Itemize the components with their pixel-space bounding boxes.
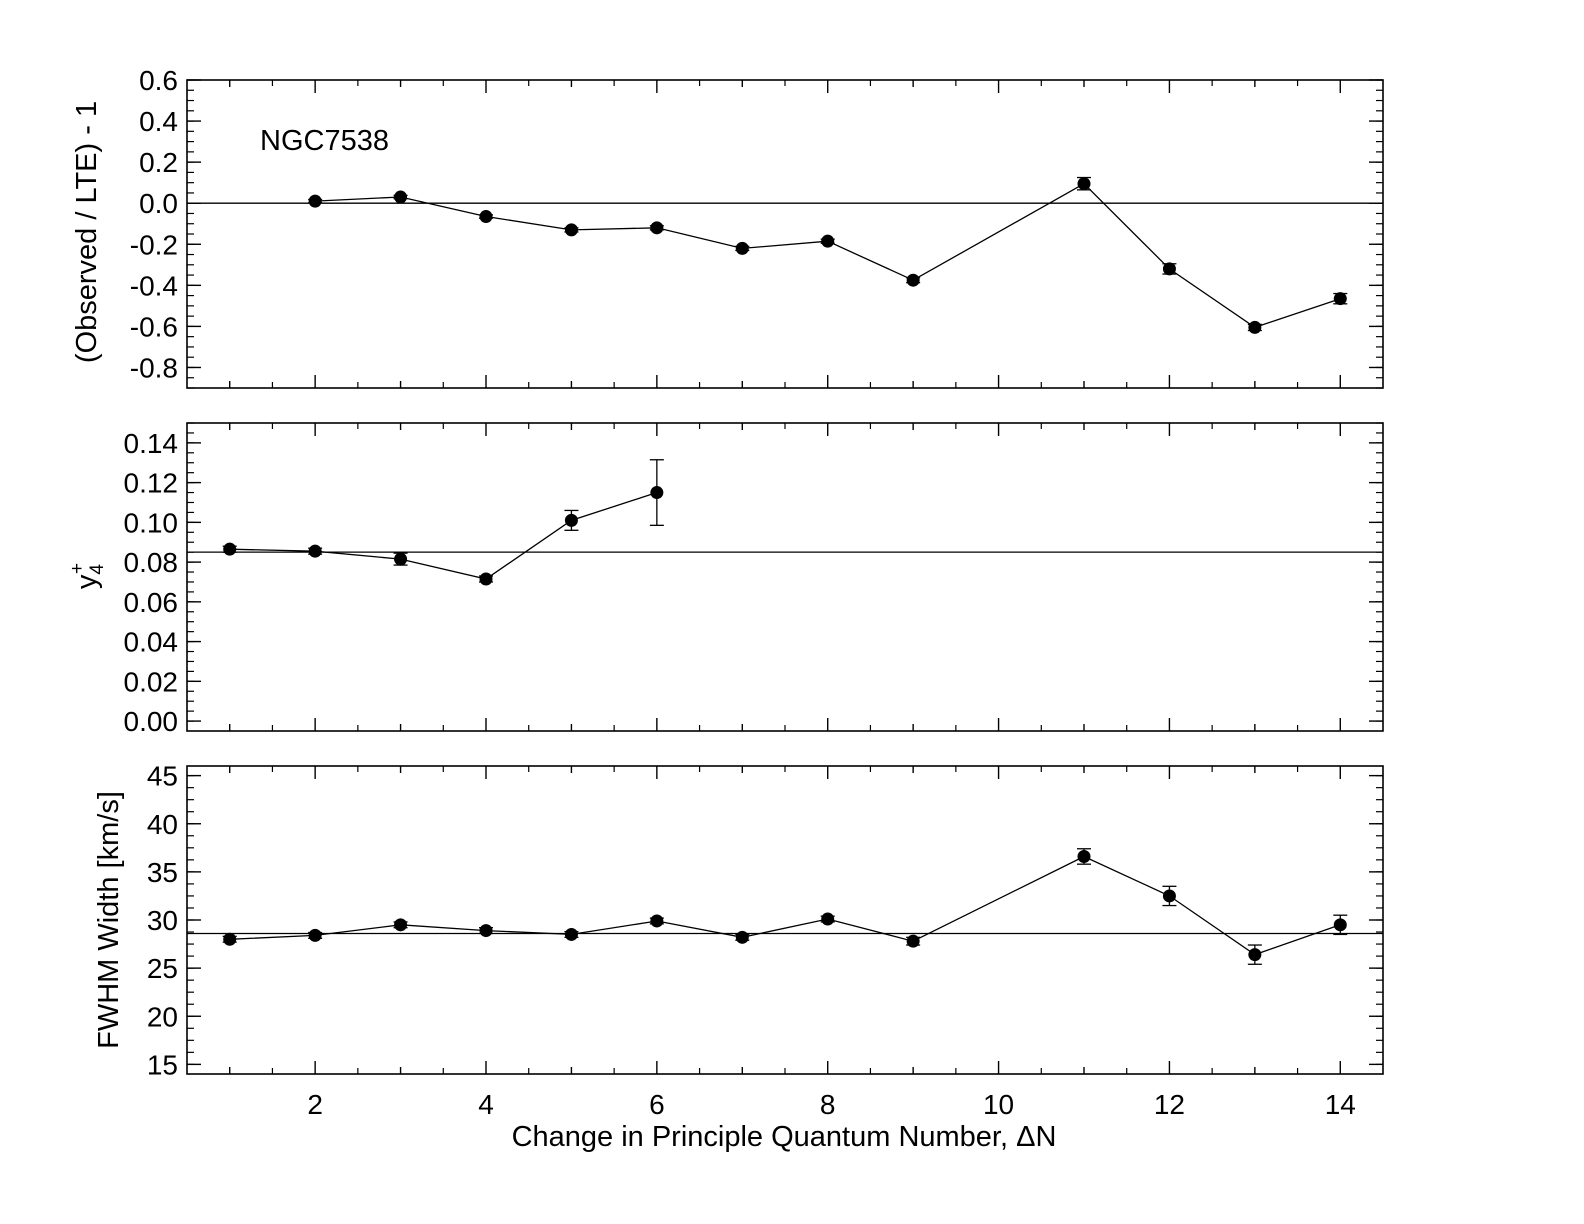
data-point (223, 932, 237, 946)
y-tick-label: 0.04 (124, 627, 179, 658)
panel-observed-lte: 0.6 0.4 0.2 0.0 -0.2 -0.4 -0.6 -0.8 (130, 65, 1384, 389)
y-tick-label: 0.12 (124, 468, 179, 499)
x-tick-label: 6 (649, 1089, 665, 1120)
y-tick-label: 25 (147, 953, 178, 984)
x-tick-label: 2 (307, 1089, 323, 1120)
data-point (1162, 889, 1176, 903)
data-point (735, 930, 749, 944)
x-tick-label: 12 (1154, 1089, 1185, 1120)
y-tick-label: 0.06 (124, 587, 179, 618)
panel-annotation: NGC7538 (260, 125, 389, 157)
plot-frame (186, 422, 1384, 732)
ylabel-middle: y4+ (67, 563, 108, 589)
data-point (821, 912, 835, 926)
data-point (479, 572, 493, 586)
data-point (223, 542, 237, 556)
x-tick-label: 8 (820, 1089, 836, 1120)
y-tick-label: 0.2 (139, 147, 178, 178)
series-line (315, 182, 1341, 329)
data-point (650, 221, 664, 235)
data-point (308, 928, 322, 942)
ylabel-top: (Observed / LTE) - 1 (71, 101, 103, 363)
y-tick-label: 0.00 (124, 706, 179, 737)
x-tick-label: 14 (1325, 1089, 1356, 1120)
data-point (1077, 177, 1091, 191)
ylabel-middle-base: y (71, 574, 103, 589)
y-tick-label: 20 (147, 1001, 178, 1032)
y-tick-label: 45 (147, 761, 178, 792)
data-point (394, 552, 408, 566)
data-point (650, 486, 664, 500)
y-tick-label: 0.6 (139, 65, 178, 96)
y-tick-label: 0.4 (139, 106, 178, 137)
ylabel-middle-text: y4+ (67, 563, 108, 589)
data-point (906, 273, 920, 287)
x-tick-label: 4 (478, 1089, 494, 1120)
data-point (1248, 948, 1262, 962)
data-point (479, 924, 493, 938)
data-point (1333, 918, 1347, 932)
x-axis-label: Change in Principle Quantum Number, ΔN (512, 1121, 1057, 1153)
y-tick-label: 35 (147, 857, 178, 888)
panel-y4plus: 0.14 0.12 0.10 0.08 0.06 0.04 0.02 0.00 (124, 422, 1384, 737)
series-line (229, 491, 658, 580)
data-point (1333, 292, 1347, 306)
y-tick-label: -0.2 (130, 229, 178, 260)
data-point (564, 927, 578, 941)
y-tick-label: 0.14 (124, 428, 179, 459)
y-tick-label: 0.02 (124, 666, 179, 697)
data-point (394, 918, 408, 932)
data-point (308, 194, 322, 208)
y-tick-label: 0.08 (124, 547, 179, 578)
ylabel-middle-sub: 4 (87, 564, 108, 575)
y-tick-label: -0.6 (130, 311, 178, 342)
x-tick-label: 10 (983, 1089, 1014, 1120)
panel-fwhm-width: 45 40 35 30 25 20 15 2 4 6 8 10 12 14 (147, 761, 1384, 1120)
y-tick-label: 40 (147, 809, 178, 840)
y-tick-label: 30 (147, 905, 178, 936)
data-point (308, 544, 322, 558)
data-point (564, 223, 578, 237)
data-point (1077, 849, 1091, 863)
data-point (735, 241, 749, 255)
data-point (479, 210, 493, 224)
y-tick-label: -0.4 (130, 270, 178, 301)
ylabel-bottom: FWHM Width [km/s] (93, 791, 125, 1049)
data-point (564, 513, 578, 527)
y-tick-label: -0.8 (130, 352, 178, 383)
data-point (821, 234, 835, 248)
y-tick-label: 15 (147, 1049, 178, 1080)
data-point (650, 914, 664, 928)
data-point (1162, 262, 1176, 276)
y-tick-label: 0.0 (139, 188, 178, 219)
data-point (1248, 320, 1262, 334)
y-tick-label: 0.10 (124, 507, 179, 538)
data-point (394, 190, 408, 204)
data-point (906, 934, 920, 948)
ylabel-middle-sup: + (67, 563, 88, 574)
